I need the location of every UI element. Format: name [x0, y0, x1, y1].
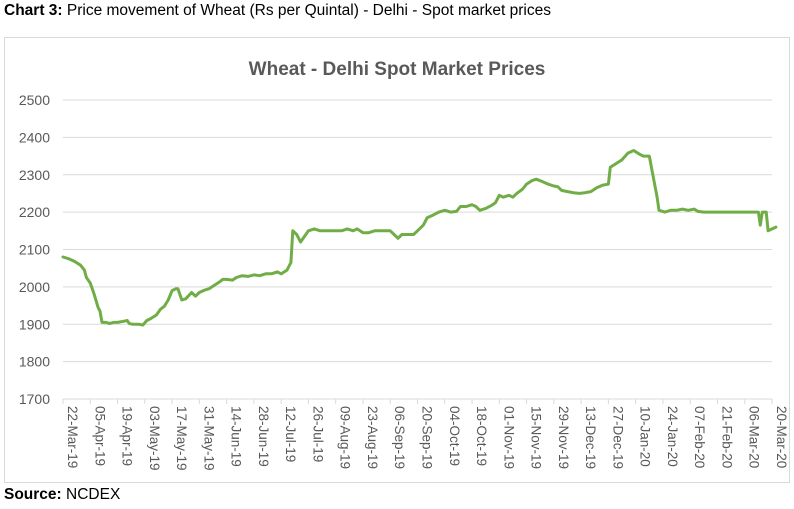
x-tick-label: 19-Apr-19 — [120, 406, 135, 466]
x-tick-label: 04-Oct-19 — [447, 406, 462, 466]
x-tick-label: 06-Mar-20 — [747, 406, 762, 468]
x-tick-label: 20-Mar-20 — [774, 406, 789, 468]
y-axis-ticks: 1700 1800 1900 2000 2100 2200 2300 2400 2500 — [19, 92, 50, 407]
x-tick-label: 12-Jul-19 — [283, 406, 298, 462]
x-tick-label: 09-Aug-19 — [338, 406, 353, 469]
x-tick-label: 29-Nov-19 — [556, 406, 571, 469]
series-layer — [61, 149, 778, 327]
x-tick-label: 18-Oct-19 — [474, 406, 489, 466]
x-tick-label: 17-May-19 — [174, 406, 189, 471]
x-tick-label: 14-Jun-19 — [229, 406, 244, 467]
x-tick-label: 22-Mar-19 — [65, 406, 80, 468]
chart-frame — [4, 37, 790, 483]
series-line-0 — [61, 149, 778, 327]
chart-title: Wheat - Delhi Spot Market Prices — [249, 59, 546, 80]
x-tick-label: 13-Dec-19 — [583, 406, 598, 469]
y-tick-label: 1900 — [19, 316, 50, 332]
y-tick-label: 2500 — [19, 92, 50, 108]
chart-caption: Chart 3: Price movement of Wheat (Rs per… — [4, 2, 551, 20]
source-text: NCDEX — [61, 486, 121, 503]
y-tick-label: 1700 — [19, 391, 50, 407]
x-tick-label: 05-Apr-19 — [92, 406, 107, 466]
x-tick-label: 21-Feb-20 — [719, 406, 734, 468]
x-tick-label: 28-Jun-19 — [256, 406, 271, 467]
x-tick-label: 10-Jan-20 — [638, 406, 653, 467]
x-tick-label: 31-May-19 — [201, 406, 216, 471]
x-tick-label: 15-Nov-19 — [529, 406, 544, 469]
caption-label: Chart 3: — [4, 2, 63, 19]
x-tick-label: 27-Dec-19 — [610, 406, 625, 469]
x-axis-ticks: 22-Mar-19 05-Apr-19 19-Apr-19 03-May-19 17-M… — [62, 399, 789, 471]
x-tick-label: 07-Feb-20 — [692, 406, 707, 468]
x-tick-label: 23-Aug-19 — [365, 406, 380, 469]
y-tick-label: 2000 — [19, 279, 50, 295]
x-tick-label: 24-Jan-20 — [665, 406, 680, 467]
y-tick-label: 2300 — [19, 167, 50, 183]
x-tick-label: 06-Sep-19 — [392, 406, 407, 469]
y-tick-label: 1800 — [19, 354, 50, 370]
y-tick-label: 2200 — [19, 204, 50, 220]
x-tick-label: 03-May-19 — [147, 406, 162, 471]
source-note: Source: NCDEX — [4, 486, 120, 504]
y-tick-label: 2400 — [19, 129, 50, 145]
x-tick-label: 20-Sep-19 — [420, 406, 435, 469]
source-label: Source: — [4, 486, 62, 503]
y-tick-label: 2100 — [19, 242, 50, 258]
x-tick-label: 01-Nov-19 — [501, 406, 516, 469]
x-tick-label: 26-Jul-19 — [310, 406, 325, 462]
gridlines — [63, 99, 772, 400]
caption-text: Price movement of Wheat (Rs per Quintal)… — [62, 2, 551, 19]
